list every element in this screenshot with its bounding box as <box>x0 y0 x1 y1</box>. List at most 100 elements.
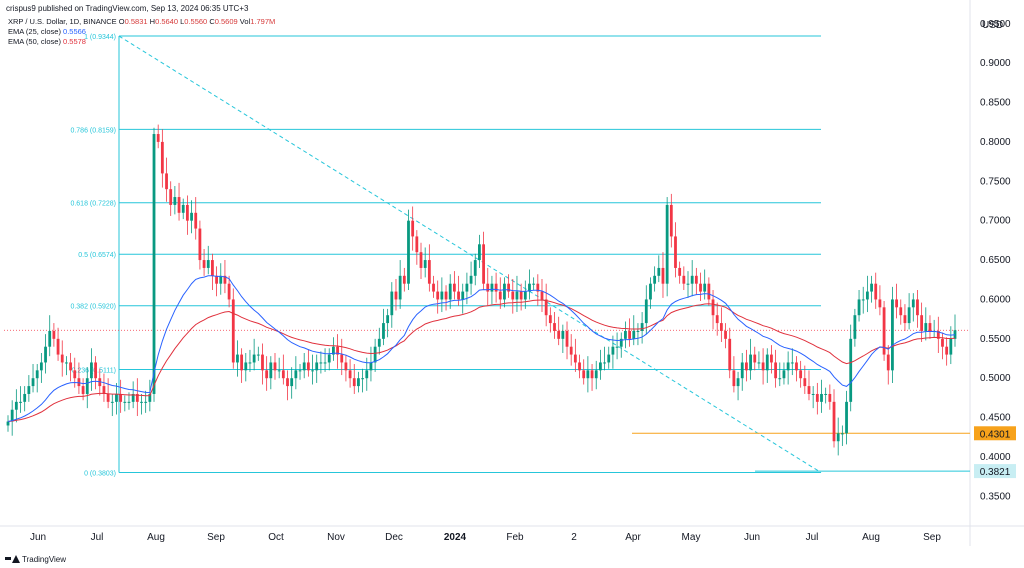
candle-body <box>707 283 711 300</box>
candle-body <box>478 244 481 261</box>
candle-body <box>127 401 131 403</box>
candle-body <box>582 370 586 379</box>
candle-body <box>694 275 698 284</box>
candle-body <box>319 362 323 364</box>
candle-body <box>661 267 665 284</box>
candle-body <box>486 283 490 292</box>
candle-body <box>348 370 352 379</box>
candle-body <box>390 291 394 316</box>
candle-body <box>603 362 606 364</box>
candle-body <box>465 283 469 292</box>
candle-body <box>14 401 18 410</box>
ema25-value: 0.5566 <box>63 27 86 36</box>
high-value: 0.5640 <box>155 17 179 26</box>
candle-body <box>653 275 657 284</box>
candle-body <box>452 283 456 292</box>
open-value: 0.5831 <box>124 17 148 26</box>
fib-level-label: 0.786 (0.8159) <box>70 127 116 134</box>
candle-body <box>281 370 285 379</box>
candle-body <box>586 370 590 379</box>
candle-body <box>185 204 189 221</box>
candle-body <box>361 378 365 380</box>
candle-body <box>553 323 556 331</box>
candle-body <box>10 409 14 422</box>
candle-body <box>865 291 869 300</box>
candle-body <box>60 354 64 363</box>
y-tick-label: 0.4500 <box>980 413 1011 424</box>
candle-body <box>615 346 619 348</box>
candle-body <box>828 393 832 402</box>
candle-body <box>665 204 669 284</box>
x-tick-label: Jul <box>91 532 104 543</box>
candle-body <box>770 354 773 363</box>
candle-body <box>177 197 181 213</box>
candle-body <box>636 330 640 332</box>
candle-body <box>824 393 828 395</box>
candle-body <box>369 362 373 371</box>
candle-body <box>882 307 886 355</box>
candle-body <box>945 346 949 355</box>
candle-body <box>19 401 22 403</box>
candle-body <box>152 134 156 394</box>
candle-body <box>469 275 473 284</box>
price-tag-box <box>974 426 1016 441</box>
candle-body <box>624 330 627 339</box>
candle-body <box>803 378 807 387</box>
candle-body <box>144 401 148 403</box>
candle-body <box>857 299 861 316</box>
candle-body <box>352 378 356 387</box>
candle-body <box>774 362 778 379</box>
candle-body <box>778 378 782 380</box>
candle-body <box>382 323 385 339</box>
candle-body <box>790 362 794 364</box>
fib-level-label: 0 (0.3803) <box>84 471 116 478</box>
fib-level-label: 0.5 (0.6574) <box>78 252 116 259</box>
candle-body <box>261 354 264 371</box>
candle-body <box>123 401 127 403</box>
candle-body <box>306 362 310 371</box>
candle-body <box>732 370 736 387</box>
candle-body <box>39 362 43 371</box>
candle-body <box>719 323 723 331</box>
candle-body <box>649 283 652 300</box>
candle-body <box>619 338 623 347</box>
fib-level-label: 0.618 (0.7228) <box>70 201 116 208</box>
candle-body <box>56 338 60 355</box>
y-tick-label: 0.4000 <box>980 452 1011 463</box>
price-tag-label: 0.4301 <box>980 429 1011 440</box>
x-tick-label: Jun <box>30 532 46 543</box>
candle-body <box>845 401 848 434</box>
tradingview-logo-icon <box>5 555 20 564</box>
candle-body <box>911 299 915 308</box>
candle-body <box>402 275 406 284</box>
candle-body <box>874 283 878 300</box>
candle-body <box>928 323 932 331</box>
candle-body <box>782 370 786 379</box>
candle-body <box>110 401 114 403</box>
candle-body <box>632 330 636 339</box>
candle-body <box>223 275 227 284</box>
candle-body <box>332 346 335 355</box>
candle-body <box>840 433 844 435</box>
candle-body <box>131 393 135 402</box>
y-tick-label: 0.8500 <box>980 98 1011 109</box>
candle-body <box>807 386 811 394</box>
candle-body <box>394 291 398 300</box>
candle-body <box>711 299 715 316</box>
candle-body <box>903 315 907 324</box>
candle-body <box>607 354 611 363</box>
symbol-ohlc-row: XRP / U.S. Dollar, 1D, BINANCE O0.5831 H… <box>8 17 275 27</box>
candle-body <box>757 362 761 364</box>
candle-body <box>227 283 231 300</box>
candle-body <box>327 354 331 363</box>
candle-body <box>256 354 260 356</box>
candle-body <box>503 283 506 300</box>
x-tick-label: Jul <box>806 532 819 543</box>
x-tick-label: 2024 <box>444 532 467 543</box>
candle-body <box>886 354 890 371</box>
candle-body <box>35 370 39 379</box>
candle-body <box>594 370 598 379</box>
y-tick-label: 0.9500 <box>980 19 1011 30</box>
candle-body <box>219 275 223 284</box>
